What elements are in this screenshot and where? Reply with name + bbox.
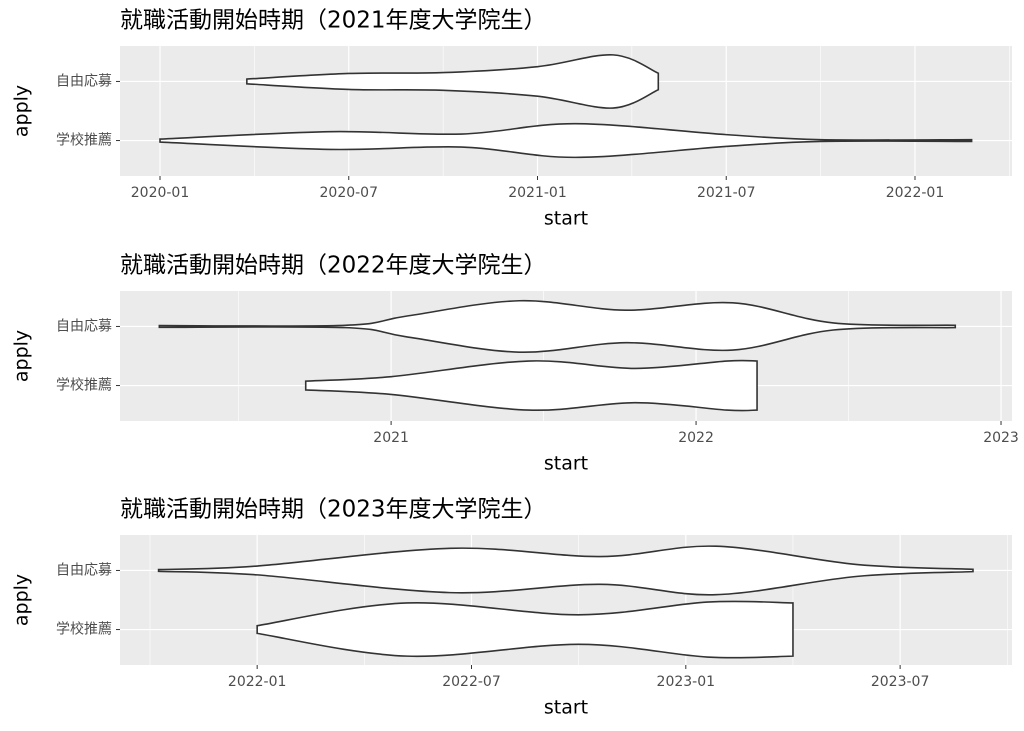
y-tick-label: 自由応募 [56, 318, 112, 334]
x-tick-label: 2020-07 [320, 185, 379, 201]
x-tick-label: 2023 [983, 430, 1019, 446]
x-axis-title: start [544, 453, 588, 475]
x-tick-label: 2020-01 [131, 185, 190, 201]
x-tick-label: 2023-01 [657, 674, 716, 690]
violin [159, 122, 973, 159]
x-tick-label: 2022 [678, 430, 714, 446]
violin [246, 54, 660, 109]
violin [304, 359, 758, 412]
y-tick-label: 学校推薦 [56, 621, 112, 638]
y-axis-title: apply [11, 85, 33, 137]
y-tick-label: 自由応募 [56, 73, 112, 89]
violin [256, 600, 794, 659]
y-axis-title: apply [11, 330, 33, 382]
x-tick-label: 2022-07 [442, 674, 501, 690]
x-tick-label: 2022-01 [228, 674, 287, 690]
x-tick-label: 2023-07 [871, 674, 930, 690]
x-axis-title: start [544, 697, 588, 719]
y-axis-title: apply [11, 574, 33, 626]
x-tick-label: 2021-01 [508, 185, 567, 201]
y-tick-label: 学校推薦 [56, 132, 112, 149]
x-tick-label: 2021 [373, 430, 409, 446]
violin [157, 545, 974, 596]
chart-title: 就職活動開始時期（2022年度大学院生） [120, 253, 547, 279]
chart-title: 就職活動開始時期（2021年度大学院生） [120, 8, 547, 34]
violin [158, 299, 957, 353]
chart-title: 就職活動開始時期（2023年度大学院生） [120, 497, 547, 523]
y-tick-label: 学校推薦 [56, 377, 112, 394]
x-axis-title: start [544, 208, 588, 230]
y-tick-label: 自由応募 [56, 562, 112, 578]
x-tick-label: 2021-07 [697, 185, 756, 201]
x-tick-label: 2022-01 [886, 185, 945, 201]
